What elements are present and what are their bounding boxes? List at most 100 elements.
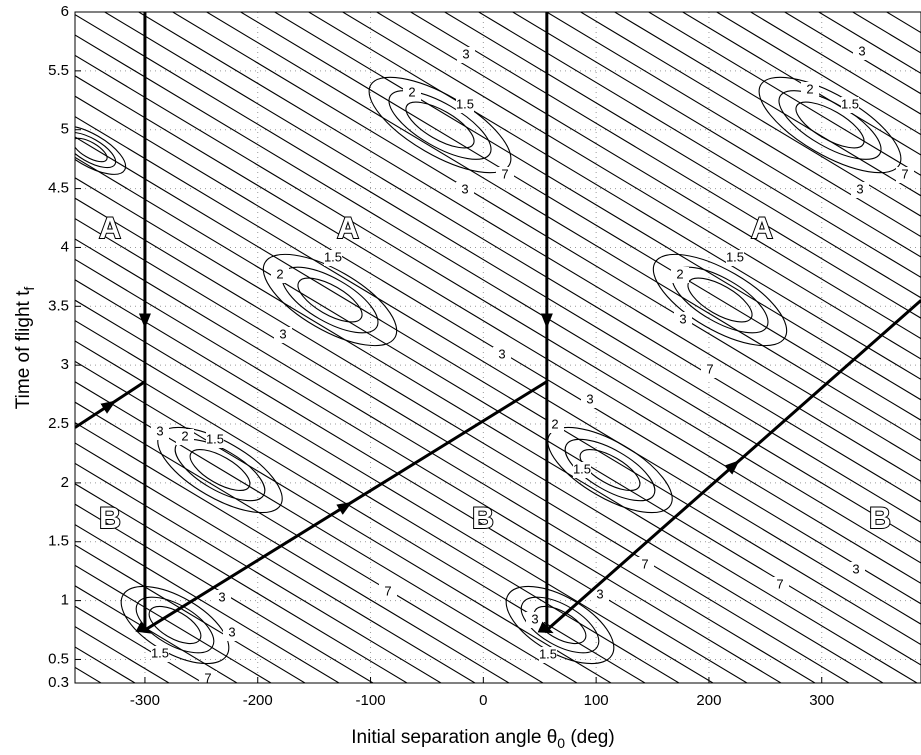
y-tick-label: 2 <box>61 474 69 491</box>
contour-label: 7 <box>204 670 211 685</box>
plot-frame <box>74 11 921 684</box>
contour-label: 1.5 <box>573 461 591 476</box>
y-tick-label: 6 <box>61 3 69 20</box>
contour-line <box>75 625 171 683</box>
contour-label: 3 <box>498 346 505 361</box>
contour-label-bg <box>403 85 421 101</box>
contour-label: 1.5 <box>726 249 744 264</box>
contour-label-bg <box>671 267 689 283</box>
contour-label: 3 <box>858 43 865 58</box>
contour-line <box>75 401 545 683</box>
contour-label-bg <box>457 47 475 63</box>
region-label: B <box>472 502 494 535</box>
contour-label: 2 <box>676 266 683 281</box>
contour-label: 1.5 <box>456 96 474 111</box>
contour-line <box>307 12 921 381</box>
region-label: A <box>99 212 121 245</box>
contour-label-bg <box>199 671 217 683</box>
contour-line <box>443 12 921 299</box>
contour-label: 2 <box>806 81 813 96</box>
contour-label-bg <box>456 97 474 113</box>
contour-label-bg <box>456 182 474 198</box>
contour-label-bg <box>841 97 859 113</box>
contour-line <box>205 12 921 442</box>
contour-line <box>75 646 137 683</box>
contour-label-bg <box>496 167 514 183</box>
x-axis-label: Initial separation angle θ0 (deg) <box>351 727 614 751</box>
contour-line <box>0 0 80 752</box>
region-label: A <box>751 212 773 245</box>
contour-label-bg <box>539 647 557 663</box>
y-tick-label: 4.5 <box>48 180 69 197</box>
contour-loop <box>75 131 117 169</box>
y-tick-label: 2.5 <box>48 415 69 432</box>
contour-label: 3 <box>228 624 235 639</box>
contour-line <box>647 12 921 177</box>
contour-line <box>681 12 921 156</box>
region-label: A <box>337 212 359 245</box>
contour-label: 1.5 <box>206 431 224 446</box>
contour-label: 3 <box>218 589 225 604</box>
contour-label-bg <box>151 646 169 662</box>
contour-label-bg <box>379 584 397 600</box>
contour-label: 2 <box>276 266 283 281</box>
contour-label-bg <box>853 44 871 60</box>
contour-label: 7 <box>776 576 783 591</box>
trajectory <box>537 12 921 634</box>
contour-label: 1.5 <box>841 96 859 111</box>
contour-line <box>75 544 307 683</box>
region-label: B <box>99 502 121 535</box>
contour-line <box>375 12 921 340</box>
contour-line <box>783 12 921 95</box>
contour-label: 2 <box>408 84 415 99</box>
contour-line <box>749 12 921 115</box>
contour-label: 3 <box>462 46 469 61</box>
contour-loop <box>75 125 127 175</box>
contour-label: 7 <box>501 166 508 181</box>
contour-label: 2 <box>551 416 558 431</box>
contour-loop <box>758 76 902 174</box>
contour-label-bg <box>847 562 865 578</box>
y-tick-label: 3.5 <box>48 297 69 314</box>
contour-loop <box>405 101 475 149</box>
x-tick-label: -300 <box>130 692 160 709</box>
contour-loop <box>388 90 492 160</box>
trajectory <box>135 12 548 634</box>
y-tick-label: 0.3 <box>48 674 69 691</box>
contour-label: 3 <box>852 561 859 576</box>
contour-line <box>341 12 921 360</box>
y-tick-label: 0.5 <box>48 650 69 667</box>
contour-line <box>511 12 921 258</box>
x-tick-label: 300 <box>809 692 834 709</box>
contour-label: 3 <box>279 326 286 341</box>
contour-label: 3 <box>531 611 538 626</box>
x-tick-label: -200 <box>243 692 273 709</box>
contour-line <box>75 442 477 683</box>
contour-label: 3 <box>856 181 863 196</box>
contour-label: 7 <box>901 166 908 181</box>
contour-label-bg <box>271 267 289 283</box>
contour-label: 7 <box>706 361 713 376</box>
x-tick-label: -100 <box>356 692 386 709</box>
x-tick-label: 0 <box>479 692 487 709</box>
y-axis-label: Time of flight tf <box>13 287 37 410</box>
y-tick-label: 1.5 <box>48 533 69 550</box>
y-tick-label: 5 <box>61 121 69 138</box>
contour-line <box>75 605 205 683</box>
contour-line <box>477 12 921 279</box>
contour-label-bg <box>493 347 511 363</box>
y-tick-label: 4 <box>61 238 69 255</box>
contour-line <box>75 564 273 683</box>
contour-label: 7 <box>384 583 391 598</box>
contour-loop <box>189 449 251 491</box>
contour-line <box>75 503 375 683</box>
contour-label: 2 <box>181 428 188 443</box>
contour-line <box>579 12 921 217</box>
trajectory <box>75 380 146 429</box>
contour-loop <box>75 137 108 163</box>
